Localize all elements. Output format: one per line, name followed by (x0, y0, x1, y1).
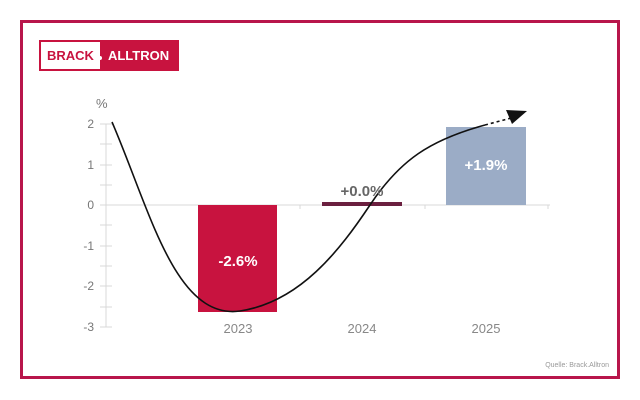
y-axis-unit: % (96, 96, 108, 111)
logo-brack: BRACK (39, 40, 102, 71)
y-tick-label: -2 (83, 279, 94, 293)
logo-alltron-text: ALLTRON (107, 48, 170, 63)
trend-curve (111, 121, 486, 313)
x-label-2025: 2025 (471, 321, 501, 336)
bar-2025 (446, 127, 526, 205)
y-axis-ticks (100, 123, 112, 328)
y-tick-label: -3 (83, 320, 94, 334)
trend-arrow-icon (506, 110, 527, 124)
logo-alltron: ALLTRON (97, 40, 180, 71)
bar-value-2024: +0.0% (340, 183, 384, 200)
x-label-2024: 2024 (347, 321, 377, 336)
source-note: Quelle: Brack.Alltron (545, 362, 609, 369)
y-tick-label: 1 (87, 158, 94, 172)
bar-value-2023: -2.6% (218, 253, 258, 270)
bar-value-2025: +1.9% (464, 157, 508, 174)
y-tick-label: 2 (87, 117, 94, 131)
x-label-2023: 2023 (223, 321, 253, 336)
logo-dot-icon (97, 56, 102, 60)
brand-logo: BRACK ALLTRON (39, 40, 180, 71)
y-tick-label: -1 (83, 239, 94, 253)
bar-2024 (322, 202, 402, 206)
y-tick-label: 0 (87, 198, 94, 212)
bar-2023 (198, 205, 277, 312)
